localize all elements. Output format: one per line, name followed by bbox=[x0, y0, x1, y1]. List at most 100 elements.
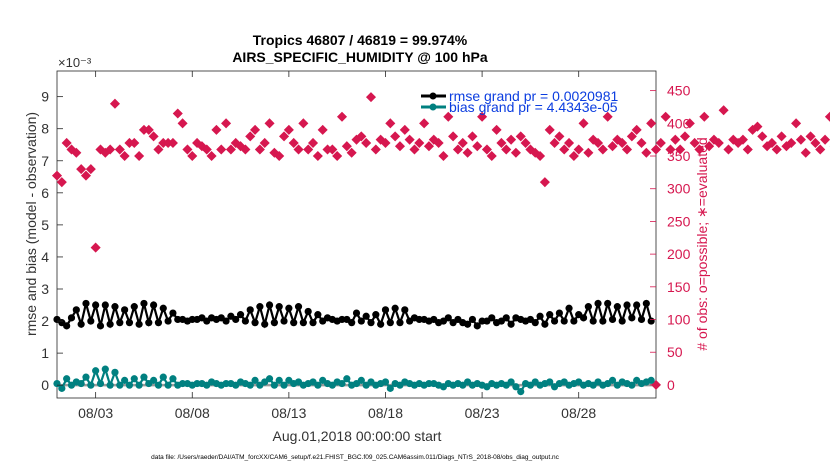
obs-count-marker bbox=[670, 134, 681, 145]
bias-point bbox=[164, 381, 172, 389]
rmse-point bbox=[280, 317, 288, 325]
obs-count-marker bbox=[583, 147, 594, 158]
rmse-point bbox=[348, 319, 356, 327]
obs-count-marker bbox=[588, 134, 599, 145]
obs-count-marker bbox=[419, 118, 430, 129]
obs-count-marker bbox=[641, 147, 652, 158]
obs-count-marker bbox=[491, 124, 502, 135]
legend-rmse-marker bbox=[429, 92, 437, 100]
rmse-point bbox=[121, 306, 129, 314]
obs-count-marker bbox=[515, 131, 526, 142]
obs-count-marker bbox=[723, 144, 734, 155]
rmse-series bbox=[53, 299, 655, 330]
rmse-point bbox=[222, 317, 230, 325]
bias-point bbox=[106, 381, 114, 389]
rmse-point bbox=[106, 320, 114, 328]
bias-point bbox=[82, 373, 90, 381]
obs-count-marker bbox=[501, 144, 512, 155]
y-tick-label-left: 8 bbox=[41, 121, 49, 137]
obs-count-marker bbox=[312, 150, 323, 162]
rmse-point bbox=[309, 319, 317, 327]
bias-point bbox=[647, 376, 655, 384]
obs-count-marker bbox=[250, 124, 261, 135]
bias-point bbox=[517, 387, 525, 396]
obs-count-marker bbox=[820, 134, 830, 145]
x-tick-label: 08/23 bbox=[465, 405, 500, 421]
bias-point bbox=[130, 375, 138, 383]
bias-point bbox=[63, 375, 71, 383]
rmse-point bbox=[637, 315, 646, 324]
rmse-point bbox=[304, 307, 312, 316]
obs-count-marker bbox=[786, 137, 797, 148]
obs-count-marker bbox=[109, 98, 120, 109]
x-tick-label: 08/08 bbox=[175, 405, 210, 421]
rmse-point bbox=[604, 299, 612, 308]
rmse-point bbox=[579, 314, 588, 322]
y-tick-label-right: 150 bbox=[667, 279, 691, 295]
bias-point bbox=[77, 379, 85, 388]
rmse-point bbox=[536, 312, 544, 320]
obs-count-marker bbox=[105, 144, 116, 155]
rmse-point bbox=[623, 301, 631, 309]
obs-count-marker bbox=[153, 144, 164, 155]
obs-count-marker bbox=[254, 144, 265, 155]
y-tick-label-right: 350 bbox=[667, 148, 691, 164]
legend-bias-marker bbox=[429, 103, 437, 111]
obs-count-marker bbox=[385, 118, 396, 129]
bias-point bbox=[125, 381, 134, 389]
obs-count-marker bbox=[71, 147, 82, 158]
obs-count-marker bbox=[457, 137, 468, 148]
obs-count-marker bbox=[660, 111, 671, 122]
obs-count-marker bbox=[448, 131, 459, 142]
obs-count-marker bbox=[602, 111, 613, 122]
rmse-point bbox=[386, 319, 394, 327]
obs-count-marker bbox=[283, 124, 294, 135]
obs-count-marker bbox=[564, 137, 575, 148]
rmse-point bbox=[555, 309, 563, 317]
rmse-point bbox=[270, 319, 278, 327]
y-tick-label-left: 3 bbox=[41, 281, 49, 297]
rmse-point bbox=[275, 303, 283, 311]
bias-point bbox=[135, 381, 143, 389]
rmse-point bbox=[72, 306, 80, 314]
obs-count-marker bbox=[593, 137, 604, 148]
obs-count-series bbox=[51, 92, 830, 390]
rmse-point bbox=[599, 317, 607, 325]
bias-point bbox=[140, 373, 148, 381]
obs-count-marker bbox=[481, 144, 492, 155]
rmse-point bbox=[67, 314, 76, 322]
y-tick-label-right: 250 bbox=[667, 213, 691, 229]
obs-count-marker bbox=[684, 118, 695, 129]
obs-count-marker bbox=[805, 131, 816, 142]
obs-count-marker bbox=[201, 144, 212, 155]
obs-count-marker bbox=[264, 118, 275, 129]
obs-count-marker bbox=[689, 137, 700, 148]
rmse-point bbox=[145, 319, 153, 327]
obs-count-marker bbox=[245, 131, 256, 142]
obs-count-marker bbox=[578, 118, 589, 129]
obs-count-marker bbox=[288, 137, 299, 148]
rmse-point bbox=[531, 319, 539, 327]
y-tick-label-left: 2 bbox=[41, 313, 49, 329]
rmse-point bbox=[290, 319, 298, 327]
rmse-point bbox=[111, 303, 119, 311]
rmse-point bbox=[468, 315, 477, 324]
obs-count-marker bbox=[211, 124, 222, 135]
obs-count-marker bbox=[510, 147, 521, 158]
obs-count-marker bbox=[766, 137, 777, 148]
obs-count-marker bbox=[114, 144, 125, 155]
x-tick-label: 08/18 bbox=[368, 405, 403, 421]
y-axis-label-right: # of obs: o=possible; ∗=evaluated bbox=[694, 137, 710, 350]
y-tick-label-right: 400 bbox=[667, 115, 691, 131]
axes-frame bbox=[56, 70, 657, 399]
obs-count-marker bbox=[177, 118, 188, 129]
obs-count-marker bbox=[757, 131, 768, 142]
obs-count-marker bbox=[129, 137, 140, 148]
rmse-point bbox=[140, 299, 148, 308]
obs-count-marker bbox=[539, 177, 550, 188]
obs-count-marker bbox=[433, 137, 444, 148]
obs-count-marker bbox=[544, 124, 555, 135]
obs-count-marker bbox=[346, 147, 357, 158]
rmse-point bbox=[116, 319, 124, 327]
